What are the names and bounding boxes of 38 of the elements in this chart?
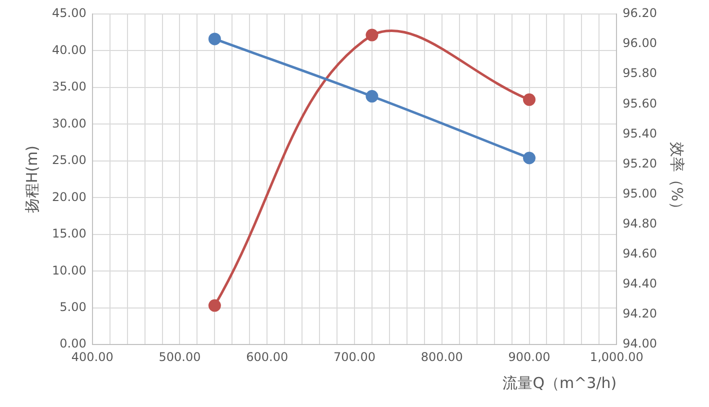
point bbox=[523, 93, 536, 106]
y-tick-label: 15.00 bbox=[52, 226, 86, 241]
y-tick-label: 40.00 bbox=[52, 42, 86, 57]
y2-tick-label: 96.20 bbox=[622, 6, 658, 20]
y2-tick-label: 95.80 bbox=[622, 66, 658, 80]
x-tick-label: 800.00 bbox=[420, 350, 463, 364]
x-tick-label: 1,000.00 bbox=[590, 350, 644, 364]
point bbox=[208, 32, 221, 46]
y2-tick-label: 95.00 bbox=[622, 186, 658, 200]
y2-tick-label: 95.40 bbox=[622, 126, 658, 140]
y2-tick-label: 95.60 bbox=[622, 96, 658, 110]
y-tick-label: 30.00 bbox=[52, 116, 86, 130]
y2-tick-label: 94.20 bbox=[622, 306, 658, 321]
point bbox=[208, 299, 221, 312]
y2-tick-label: 95.20 bbox=[622, 156, 658, 170]
y-axis-title: 扬程H(m) bbox=[22, 145, 41, 214]
x-tick-label: 400.00 bbox=[71, 350, 114, 364]
y-tick-label: 20.00 bbox=[52, 190, 86, 204]
y2-axis-title: 效率（%） bbox=[668, 142, 686, 216]
x-tick-label: 900.00 bbox=[508, 350, 550, 364]
y-tick-label: 35.00 bbox=[52, 80, 86, 94]
y-tick-label: 10.00 bbox=[52, 263, 86, 278]
x-tick-label: 500.00 bbox=[158, 350, 201, 364]
y2-tick-label: 96.00 bbox=[622, 36, 658, 50]
y-tick-label: 45.00 bbox=[52, 6, 86, 20]
x-axis-title: 流量Q（m^3/h) bbox=[502, 374, 617, 392]
y-tick-label: 25.00 bbox=[52, 153, 86, 168]
y2-tick-label: 94.40 bbox=[622, 276, 658, 291]
point bbox=[523, 152, 536, 164]
y2-tick-label: 94.00 bbox=[622, 336, 658, 351]
y2-tick-label: 94.80 bbox=[622, 216, 658, 231]
x-tick-label: 700.00 bbox=[334, 350, 376, 364]
y2-tick-label: 94.60 bbox=[622, 246, 658, 261]
point bbox=[366, 90, 378, 103]
point bbox=[366, 28, 378, 42]
y-tick-label: 0.00 bbox=[60, 336, 86, 351]
y-tick-label: 5.00 bbox=[60, 300, 86, 314]
x-tick-label: 600.00 bbox=[246, 350, 288, 364]
